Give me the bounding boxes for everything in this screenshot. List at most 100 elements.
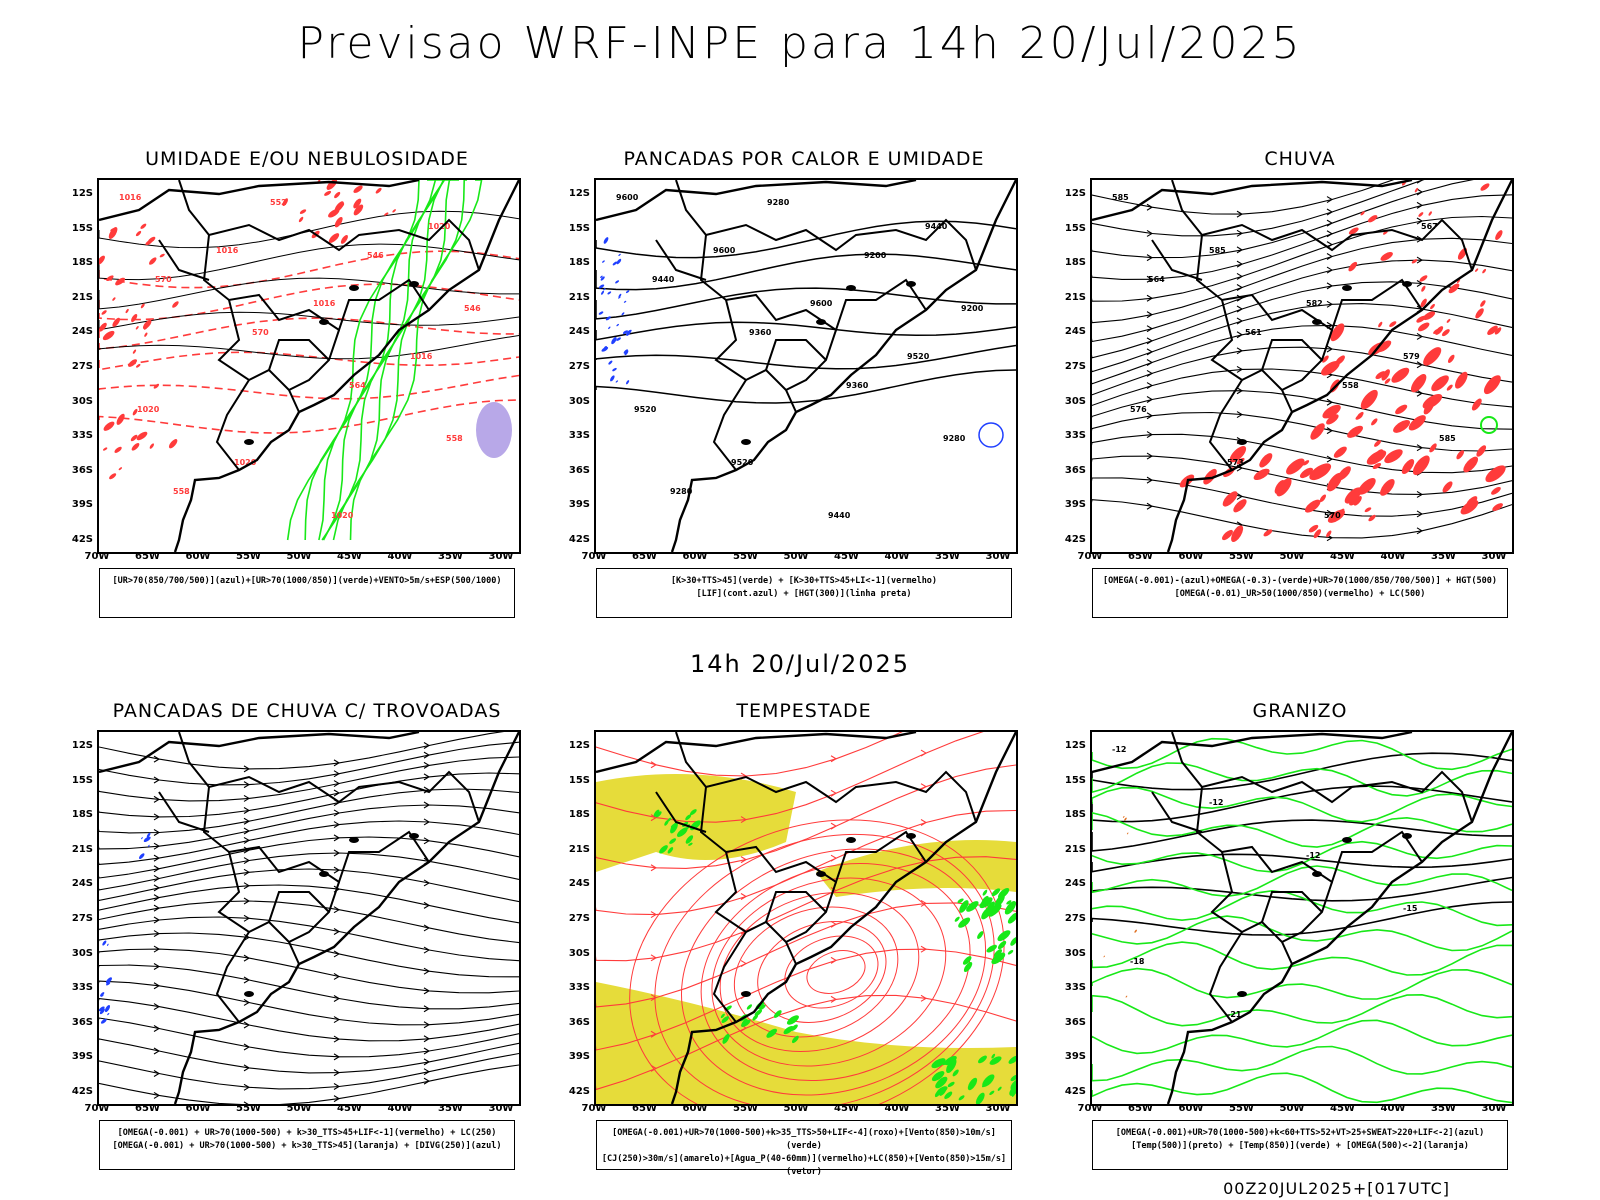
contour-label: 9280 bbox=[943, 434, 966, 443]
lon-tick-label: 65W bbox=[1128, 1103, 1153, 1114]
lat-tick-label: 12S bbox=[568, 188, 590, 199]
lon-tick-label: 35W bbox=[438, 551, 463, 562]
lat-tick-label: 33S bbox=[71, 430, 93, 442]
contour-label: 9440 bbox=[652, 275, 675, 284]
lon-tick-label: 60W bbox=[1178, 1103, 1204, 1114]
lat-tick-label: 21S bbox=[71, 291, 93, 303]
lon-tick-label: 40W bbox=[387, 1103, 413, 1114]
lon-tick-label: 65W bbox=[135, 551, 160, 562]
lat-tick-label: 15S bbox=[1064, 222, 1086, 234]
panel-title: CHUVA bbox=[1264, 148, 1336, 170]
map-graphic: 1016 1016 1016 1016 1020 1020 1020 1020 570 570 56… bbox=[99, 180, 519, 552]
lon-tick-label: 40W bbox=[1380, 1103, 1406, 1114]
lat-tick-label: 33S bbox=[1064, 982, 1086, 994]
contour-label: 561 bbox=[1245, 328, 1262, 337]
lon-tick-label: 60W bbox=[185, 551, 211, 562]
lon-tick-label: 45W bbox=[337, 551, 362, 562]
contour-label: 9360 bbox=[749, 328, 772, 337]
lat-tick-label: 18S bbox=[71, 257, 93, 269]
contour-label: 558 bbox=[446, 434, 463, 443]
lon-tick-label: 40W bbox=[884, 551, 910, 562]
lat-tick-label: 12S bbox=[1064, 740, 1086, 751]
contour-label: 564 bbox=[1148, 275, 1165, 284]
legend-line: [CJ(250)>30m/s](amarelo)+[Agua_P(40-60mm… bbox=[601, 1154, 1007, 1177]
lat-tick-label: 30S bbox=[1064, 395, 1086, 407]
lon-tick-label: 60W bbox=[682, 551, 708, 562]
contour-label: -21 bbox=[1227, 1010, 1242, 1019]
contour-label: 573 bbox=[1227, 458, 1244, 467]
contour-label: 570 bbox=[1324, 511, 1341, 520]
contour-label: 579 bbox=[1403, 352, 1420, 361]
lon-tick-label: 30W bbox=[985, 551, 1011, 562]
lat-tick-label: 12S bbox=[71, 188, 93, 199]
lon-tick-label: 30W bbox=[1481, 1103, 1507, 1114]
map-graphic bbox=[596, 732, 1016, 1104]
lat-tick-label: 18S bbox=[1064, 257, 1086, 269]
lon-tick-label: 45W bbox=[1330, 551, 1355, 562]
lat-tick-label: 30S bbox=[568, 947, 590, 959]
main-title: Previsao WRF-INPE para 14h 20/Jul/2025 bbox=[297, 18, 1303, 69]
contour-label: 9600 bbox=[713, 246, 736, 255]
lon-tick-label: 50W bbox=[286, 551, 312, 562]
contour-label: 1016 bbox=[119, 193, 142, 202]
lon-tick-label: 30W bbox=[985, 1103, 1011, 1114]
contour-label: 9200 bbox=[864, 251, 887, 260]
contour-label: 552 bbox=[270, 198, 287, 207]
lat-tick-label: 18S bbox=[1064, 809, 1086, 821]
legend-line: [LIF](cont.azul) + [HGT(300)](linha pret… bbox=[696, 589, 912, 599]
panel-legend: [OMEGA(-0.001) + UR>70(1000-500) + k>30_… bbox=[99, 1120, 515, 1170]
panel-title: UMIDADE E/OU NEBULOSIDADE bbox=[145, 148, 469, 170]
lat-tick-label: 27S bbox=[71, 361, 93, 372]
contour-label: -12 bbox=[1112, 745, 1126, 754]
lon-tick-label: 60W bbox=[682, 1103, 708, 1114]
lat-tick-label: 15S bbox=[71, 774, 93, 786]
forecast-time-label: 14h 20/Jul/2025 bbox=[689, 650, 911, 678]
forecast-map bbox=[97, 730, 521, 1106]
contour-label: 570 bbox=[155, 275, 172, 284]
contour-label: 9280 bbox=[670, 487, 693, 496]
contour-label: 546 bbox=[464, 304, 481, 313]
lon-tick-label: 50W bbox=[286, 1103, 312, 1114]
contour-label: 582 bbox=[1306, 299, 1323, 308]
lat-tick-label: 18S bbox=[71, 809, 93, 821]
lon-tick-label: 50W bbox=[783, 1103, 809, 1114]
lat-tick-label: 24S bbox=[71, 878, 93, 890]
lat-tick-label: 24S bbox=[71, 326, 93, 338]
panel-legend: [OMEGA(-0.001)-(azul)+OMEGA(-0.3)-(verde… bbox=[1092, 568, 1508, 618]
contour-label: 585 bbox=[1209, 246, 1226, 255]
contour-label: 567 bbox=[1421, 222, 1438, 231]
lon-tick-label: 70W bbox=[84, 551, 110, 562]
lat-tick-label: 24S bbox=[1064, 878, 1086, 890]
panel-legend: [OMEGA(-0.001)+UR>70(1000-500)+k<60+TTS>… bbox=[1092, 1120, 1508, 1170]
lon-tick-label: 65W bbox=[135, 1103, 160, 1114]
lat-tick-label: 27S bbox=[568, 361, 590, 372]
forecast-map: 9600 9600 9600 9520 9520 9520 9440 9440 9440 9360… bbox=[594, 178, 1018, 554]
lon-tick-label: 35W bbox=[935, 1103, 960, 1114]
lon-tick-label: 55W bbox=[733, 551, 758, 562]
legend-line: [OMEGA(-0.001)+UR>70(1000-500)+k>35_TTS>… bbox=[612, 1128, 996, 1151]
lat-tick-label: 27S bbox=[71, 913, 93, 924]
lon-tick-label: 30W bbox=[1481, 551, 1507, 562]
lon-tick-label: 55W bbox=[236, 1103, 261, 1114]
panel-title: PANCADAS DE CHUVA C/ TROVOADAS bbox=[112, 700, 502, 722]
lon-tick-label: 40W bbox=[387, 551, 413, 562]
panel-legend: [OMEGA(-0.001)+UR>70(1000-500)+k>35_TTS>… bbox=[596, 1120, 1012, 1177]
legend-line: [OMEGA(-0.001)+UR>70(1000-500)+k<60+TTS>… bbox=[1115, 1128, 1485, 1138]
lon-tick-label: 65W bbox=[632, 551, 657, 562]
lat-tick-label: 33S bbox=[1064, 430, 1086, 442]
lat-tick-label: 39S bbox=[71, 1051, 93, 1063]
lon-tick-label: 50W bbox=[783, 551, 809, 562]
contour-label: 9440 bbox=[925, 222, 948, 231]
lon-tick-label: 45W bbox=[1330, 1103, 1355, 1114]
lat-tick-label: 36S bbox=[71, 464, 93, 476]
lat-tick-label: 42S bbox=[568, 1086, 590, 1097]
contour-label: 9440 bbox=[828, 511, 851, 520]
lat-tick-label: 18S bbox=[568, 257, 590, 269]
panel-legend: [UR>70(850/700/500)](azul)+[UR>70(1000/8… bbox=[99, 568, 515, 618]
contour-label: 1020 bbox=[234, 458, 257, 467]
lon-tick-label: 70W bbox=[581, 1103, 607, 1114]
lon-tick-label: 45W bbox=[834, 551, 859, 562]
lat-tick-label: 42S bbox=[71, 534, 93, 545]
map-graphic: 9600 9600 9600 9520 9520 9520 9440 9440 9440 9360… bbox=[596, 180, 1016, 552]
contour-label: 1016 bbox=[216, 246, 239, 255]
